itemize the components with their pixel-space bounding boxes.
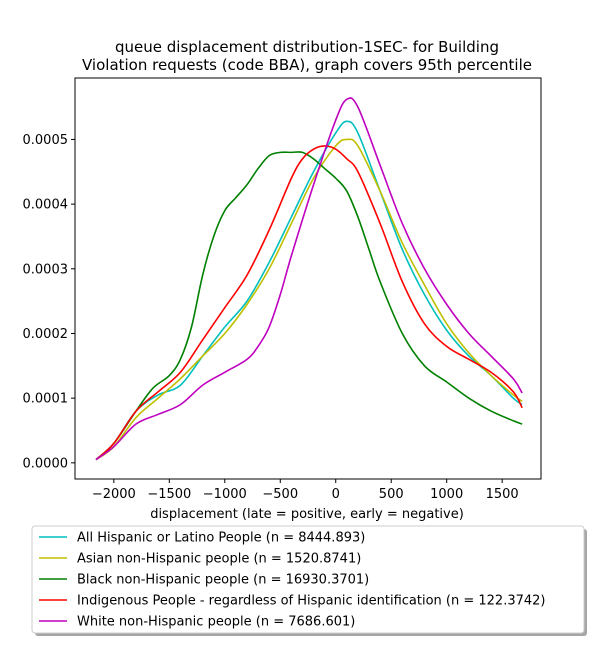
- chart-title-line-2: Violation requests (code BBA), graph cov…: [82, 56, 532, 74]
- legend: All Hispanic or Latino People (n = 8444.…: [31, 525, 587, 636]
- x-tick-label: 1000: [430, 487, 463, 502]
- x-tick-label: 1500: [486, 487, 519, 502]
- y-tick-label: 0.0001: [23, 392, 69, 407]
- x-tick-label: −2000: [92, 487, 136, 502]
- x-tick-label: −500: [262, 487, 298, 502]
- x-axis-label: displacement (late = positive, early = n…: [150, 507, 464, 522]
- legend-label-black: Black non-Hispanic people (n = 16930.370…: [77, 573, 369, 588]
- x-tick-label: −1500: [147, 487, 191, 502]
- series-line-asian: [95, 138, 523, 461]
- x-tick-label: 500: [379, 487, 404, 502]
- legend-label-white: White non-Hispanic people (n = 7686.601): [77, 615, 355, 630]
- chart-title-line-1: queue displacement distribution-1SEC- fo…: [115, 38, 499, 56]
- series-line-black: [95, 151, 523, 461]
- y-tick-label: 0.0004: [23, 198, 69, 213]
- legend-label-asian: Asian non-Hispanic people (n = 1520.8741…: [77, 552, 361, 567]
- plot-area: [74, 77, 542, 480]
- y-tick-label: 0.0002: [23, 327, 69, 342]
- axis-ticks: −2000 −1500 −1000 −500 0 500 1000 1500 0.0000 0.0…: [23, 133, 519, 502]
- legend-label-hispanic-latino: All Hispanic or Latino People (n = 8444.…: [77, 531, 365, 546]
- x-tick-label: −1000: [203, 487, 247, 502]
- y-tick-label: 0.0005: [23, 133, 69, 148]
- legend-label-indigenous: Indigenous People - regardless of Hispan…: [77, 594, 546, 609]
- x-tick-label: 0: [332, 487, 340, 502]
- series-line-indigenous: [95, 145, 523, 461]
- plot-frame: [74, 77, 542, 480]
- y-tick-label: 0.0000: [23, 456, 69, 471]
- y-tick-label: 0.0003: [23, 262, 69, 277]
- legend-box: [31, 525, 585, 634]
- series-line-white: [95, 97, 523, 461]
